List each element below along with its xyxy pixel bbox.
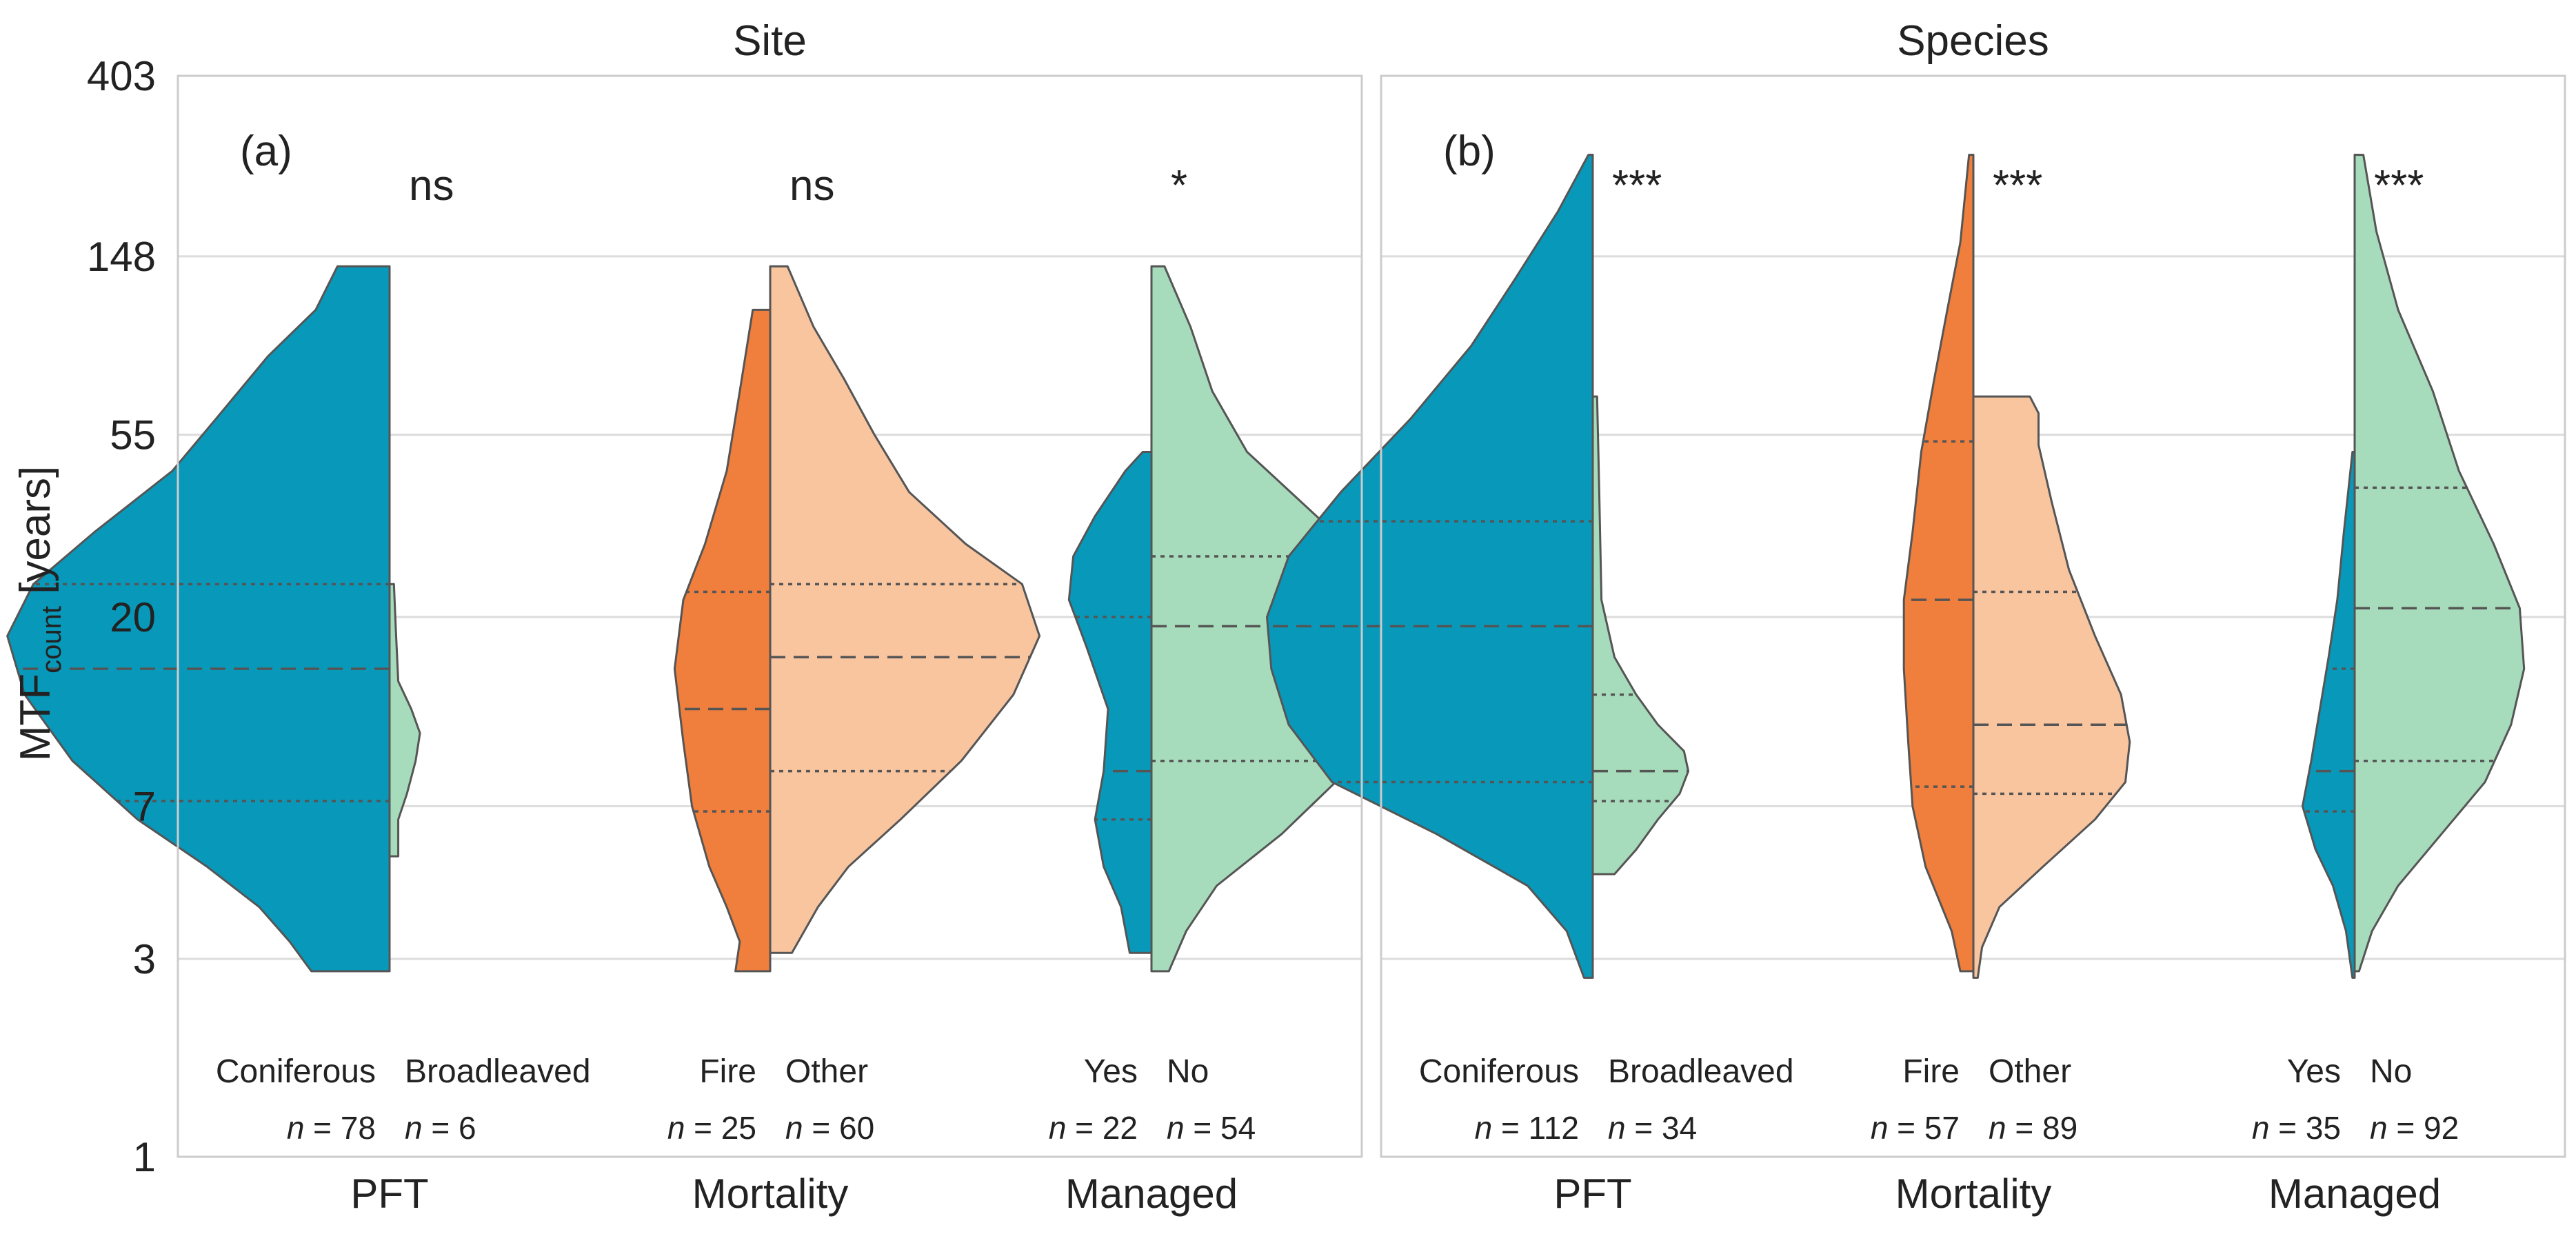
panel-2-mortality-fire-half-body — [1902, 154, 1975, 973]
text-layer: MTFcount [years] 1 3 7 20 55 148 403 Site (a) PFT… — [12, 17, 2459, 1217]
panel-2-managed-right-n: n = 92 — [2370, 1110, 2459, 1146]
panel-2-pft-broadleaved-half-body — [1591, 395, 1690, 876]
y-axis-title-unit: [years] — [12, 466, 59, 606]
panel-1-letter: (a) — [240, 128, 292, 175]
panel-1-managed-x-label: Managed — [1065, 1171, 1238, 1217]
panel-1-title: Site — [733, 17, 807, 65]
panel-2-mortality-left-n: n = 57 — [1871, 1110, 1960, 1146]
panel-2-mortality-violin — [1902, 154, 2131, 979]
panel-1-managed-right-category: No — [1167, 1053, 1209, 1090]
panel-1-pft-left-category: Coniferous — [216, 1053, 376, 1090]
panel-2-managed-left-n: n = 35 — [2252, 1110, 2341, 1146]
panel-2-pft-x-label: PFT — [1553, 1171, 1631, 1217]
panel-2-pft-significance: *** — [1612, 162, 1662, 210]
panel-2-mortality-left-category: Fire — [1902, 1053, 1960, 1090]
panel-1-mortality-left-category: Fire — [699, 1053, 756, 1090]
frame-layer — [177, 74, 2566, 1158]
y-axis-title-sub: count — [37, 606, 67, 674]
panel-1-mortality-significance: ns — [789, 162, 834, 210]
panel-2-pft-violin — [1266, 154, 1690, 979]
panel-2-mortality-significance: *** — [1993, 162, 2042, 210]
panel-1-frame — [177, 74, 1363, 1158]
panel-2-pft-right-n: n = 34 — [1608, 1110, 1697, 1146]
panel-2-pft-right-category: Broadleaved — [1608, 1053, 1794, 1090]
y-tick-label-148: 148 — [87, 234, 156, 280]
panel-2-managed-no-half-body — [2353, 154, 2526, 973]
panel-1-pft-violin — [6, 265, 421, 973]
panel-1-pft-right-n: n = 6 — [405, 1110, 476, 1146]
panel-2-managed-x-label: Managed — [2268, 1171, 2441, 1217]
y-tick-label-7: 7 — [133, 783, 156, 829]
panel-1-managed-left-n: n = 22 — [1049, 1110, 1138, 1146]
panel-2-pft-coniferous-half-body — [1266, 154, 1594, 979]
panel-1-pft-broadleaved-half-body — [388, 583, 421, 858]
violin-layer — [6, 154, 2526, 979]
panel-2-frame — [1380, 74, 2566, 1158]
panel-2-mortality-x-label: Mortality — [1895, 1171, 2052, 1217]
y-tick-label-3: 3 — [133, 936, 156, 982]
panel-1-pft-x-label: PFT — [350, 1171, 428, 1217]
panel-1-managed-right-n: n = 54 — [1167, 1110, 1256, 1146]
panel-1-pft-right-category: Broadleaved — [405, 1053, 591, 1090]
panel-1-managed-yes-half-body — [1067, 450, 1153, 954]
panel-2-pft-left-category: Coniferous — [1419, 1053, 1579, 1090]
panel-2-managed-violin — [2301, 154, 2526, 979]
panel-2-title: Species — [1897, 17, 2049, 65]
panel-2-managed-yes-half-body — [2301, 450, 2356, 979]
panel-1-mortality-left-n: n = 25 — [667, 1110, 756, 1146]
panel-1-managed-significance: * — [1171, 162, 1187, 210]
panel-2-managed-significance: *** — [2374, 162, 2424, 210]
panel-1-mortality-right-n: n = 60 — [785, 1110, 874, 1146]
panel-2-pft-left-n: n = 112 — [1475, 1110, 1579, 1146]
panel-2-managed-left-category: Yes — [2287, 1053, 2341, 1090]
panel-1-mortality-x-label: Mortality — [692, 1171, 849, 1217]
y-tick-label-55: 55 — [110, 412, 156, 458]
panel-1-pft-coniferous-half-body — [6, 265, 391, 973]
y-axis-title-main: MTF — [12, 674, 59, 761]
y-tick-label-1: 1 — [133, 1134, 156, 1180]
panel-1-managed-left-category: Yes — [1084, 1053, 1138, 1090]
panel-1-mortality-right-category: Other — [785, 1053, 868, 1090]
y-tick-label-20: 20 — [110, 594, 156, 640]
panel-1-pft-left-n: n = 78 — [287, 1110, 376, 1146]
panel-2-mortality-right-category: Other — [1989, 1053, 2071, 1090]
y-axis-title: MTFcount [years] — [12, 466, 67, 762]
panel-2-managed-right-category: No — [2370, 1053, 2412, 1090]
panel-1-pft-significance: ns — [409, 162, 454, 210]
panel-1-mortality-violin — [673, 265, 1041, 973]
y-tick-label-403: 403 — [87, 53, 156, 99]
panel-2-mortality-other-half-body — [1972, 395, 2131, 979]
panel-2-letter: (b) — [1443, 128, 1496, 175]
panel-1-mortality-other-half-body — [769, 265, 1041, 954]
panel-2-mortality-right-n: n = 89 — [1989, 1110, 2077, 1146]
panel-1-mortality-fire-half-body — [673, 308, 772, 973]
